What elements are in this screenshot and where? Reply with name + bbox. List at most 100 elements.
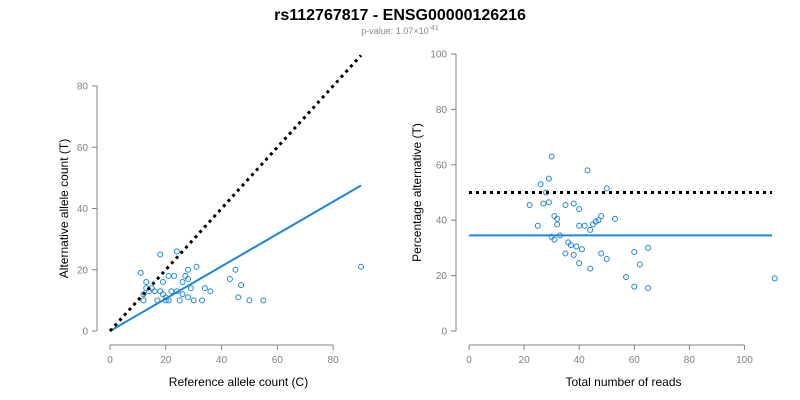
data-point [157, 288, 164, 295]
allele-count-scatter-plot: 0 20 40 60 80 0 20 40 60 80 Reference allele count… [57, 54, 364, 389]
data-point [587, 226, 594, 233]
data-point [140, 297, 147, 304]
y-tick-label: 100 [430, 50, 447, 61]
data-point [562, 250, 569, 257]
y-tick-label: 80 [77, 82, 89, 93]
data-point [554, 215, 561, 222]
y-tick-label: 20 [436, 271, 448, 282]
data-point [545, 199, 552, 206]
data-point [554, 221, 561, 228]
subtitle-exponent: -41 [429, 25, 439, 32]
y-tick-label: 60 [436, 160, 448, 171]
data-point [576, 222, 583, 229]
data-point [232, 266, 239, 273]
data-point [151, 288, 158, 295]
data-point [159, 279, 166, 285]
data-point [537, 181, 544, 188]
data-point [578, 246, 585, 253]
data-point [581, 222, 588, 229]
data-point [185, 266, 192, 273]
data-point [611, 215, 618, 222]
data-point [358, 263, 364, 270]
data-point [199, 297, 206, 304]
data-point [576, 206, 583, 213]
y-tick-label: 0 [441, 327, 447, 338]
x-tick-label: 100 [736, 355, 753, 366]
y-axis-title: Alternative allele count (T) [57, 139, 71, 278]
data-point [645, 244, 652, 251]
data-point [193, 263, 200, 270]
y-tick-label: 20 [77, 265, 89, 276]
data-point [548, 153, 555, 160]
data-point [526, 201, 533, 208]
x-tick-label: 80 [684, 355, 696, 366]
data-point [201, 285, 208, 292]
percentage-alternative-scatter-plot: 0 20 40 60 80 100 0 20 40 60 80 100 Total number of … [410, 50, 778, 389]
figure-title: rs112767817 - ENSG00000126216 [274, 7, 526, 24]
data-point [185, 275, 192, 282]
figure-subtitle: p-value: 1.07×10-41 [361, 25, 439, 36]
data-point [190, 297, 197, 304]
y-tick-label: 40 [77, 204, 89, 215]
x-tick-label: 80 [328, 355, 340, 366]
data-point [179, 291, 186, 298]
data-point [645, 285, 652, 292]
data-point [226, 275, 233, 282]
subtitle-base: 10 [419, 26, 429, 36]
subtitle-prefix: p-value: 1.07 [361, 26, 413, 36]
reference-dashed-line [108, 54, 363, 333]
data-point [260, 297, 267, 304]
data-point [235, 294, 242, 301]
data-point [587, 265, 594, 272]
x-tick-label: 20 [519, 355, 531, 366]
data-point [623, 273, 630, 280]
data-point [207, 288, 214, 295]
data-point [631, 249, 638, 256]
data-point [570, 251, 577, 258]
data-point [173, 248, 180, 255]
data-point [584, 167, 591, 174]
data-point [187, 285, 194, 292]
data-point [171, 272, 178, 279]
data-point [603, 255, 610, 262]
data-point [238, 282, 245, 289]
y-tick-label: 0 [82, 327, 88, 338]
x-tick-label: 40 [216, 355, 228, 366]
data-point [545, 175, 552, 182]
data-point [143, 279, 150, 285]
fitted-trend-line [109, 184, 362, 332]
data-point [573, 243, 580, 250]
data-point [185, 294, 192, 301]
data-point [603, 185, 610, 192]
data-point [636, 261, 643, 268]
data-point [562, 201, 569, 208]
data-point [157, 251, 164, 258]
data-point [567, 242, 574, 249]
data-point [176, 297, 183, 304]
x-tick-label: 0 [466, 355, 472, 366]
data-point [246, 297, 253, 304]
data-point [159, 291, 166, 298]
data-point [540, 200, 547, 207]
x-axis-title: Reference allele count (C) [169, 375, 308, 389]
subtitle-times: × [413, 26, 418, 36]
y-tick-label: 40 [436, 216, 448, 227]
x-tick-label: 20 [160, 355, 172, 366]
x-tick-label: 60 [272, 355, 284, 366]
data-point [165, 272, 172, 279]
x-axis-title: Total number of reads [565, 375, 681, 389]
data-point [534, 222, 541, 229]
data-point [168, 288, 175, 295]
x-tick-label: 0 [107, 355, 113, 366]
data-point [595, 217, 602, 224]
data-point [598, 250, 605, 257]
y-tick-label: 60 [77, 143, 89, 154]
data-point [771, 275, 778, 282]
data-point [140, 291, 147, 298]
data-point [137, 269, 144, 276]
data-point [631, 283, 638, 290]
y-tick-label: 80 [436, 105, 448, 116]
data-point [551, 236, 558, 243]
data-point [570, 200, 577, 207]
